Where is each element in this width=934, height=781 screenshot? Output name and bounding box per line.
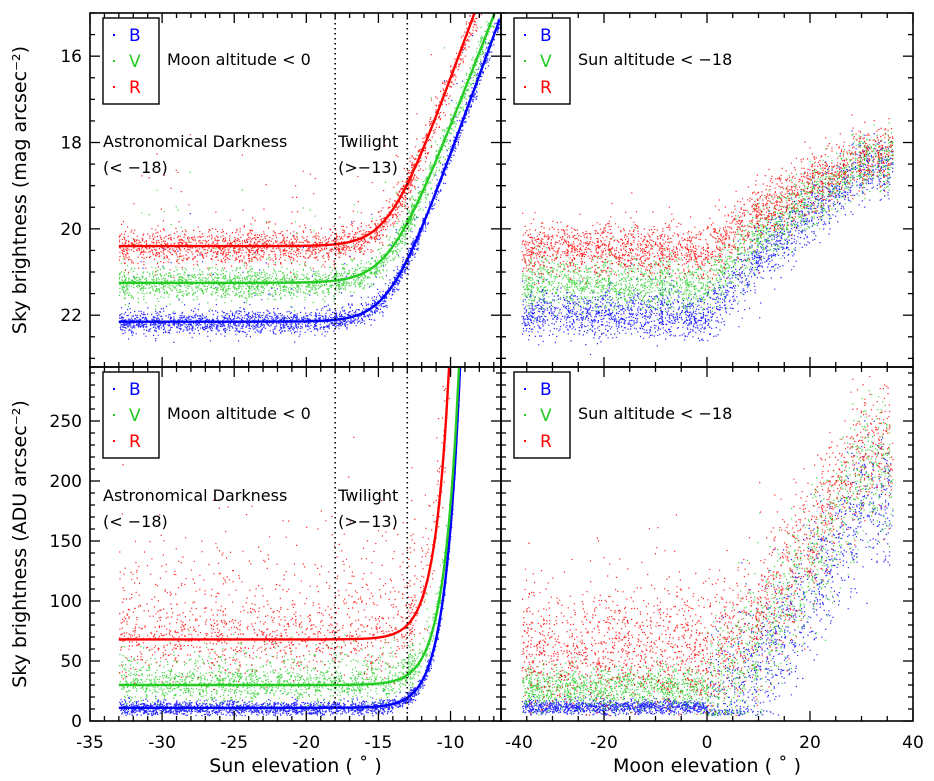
annotation-twilight-1: Twilight bbox=[337, 132, 398, 151]
x-tick-label: -40 bbox=[505, 733, 533, 753]
legend-label-V: V bbox=[540, 406, 552, 426]
fit-line-R bbox=[118, 367, 451, 641]
annotation-astro-dark-2: (< −18) bbox=[103, 158, 168, 177]
y-tick-label: 150 bbox=[50, 532, 82, 552]
annotation-moon-alt: Moon altitude < 0 bbox=[167, 50, 311, 69]
y-tick-label: 20 bbox=[60, 220, 82, 240]
x-tick-label: 0 bbox=[702, 733, 713, 753]
legend-marker-V bbox=[113, 60, 115, 62]
scatter-series-R bbox=[521, 368, 894, 716]
legend-marker-B bbox=[524, 388, 526, 390]
legend: BVR bbox=[102, 371, 160, 459]
x-axis-title: Sun elevation ( ˚ ) bbox=[209, 755, 382, 777]
legend-box bbox=[513, 371, 571, 459]
legend-marker-B bbox=[113, 388, 115, 390]
legend-box bbox=[102, 371, 160, 459]
y-tick-label: 200 bbox=[50, 472, 82, 492]
legend-label-V: V bbox=[129, 52, 141, 72]
x-tick-label: -20 bbox=[292, 733, 320, 753]
legend-label-R: R bbox=[540, 432, 552, 452]
scatter-points bbox=[521, 114, 894, 356]
x-tick-label: 40 bbox=[902, 733, 924, 753]
x-tick-label: -30 bbox=[148, 733, 176, 753]
x-tick-label: 20 bbox=[799, 733, 821, 753]
legend-marker-R bbox=[524, 86, 526, 88]
y-tick-label: 16 bbox=[60, 47, 82, 67]
panel-bottom-right: -40 -20 0 20 40 BVR Sun altitude < −18 Moon ele… bbox=[500, 366, 924, 777]
x-tick-label: -25 bbox=[220, 733, 248, 753]
y-tick-label: 0 bbox=[71, 712, 82, 732]
legend: BVR bbox=[513, 17, 571, 105]
scatter-points bbox=[118, 367, 462, 717]
annotation-twilight-1: Twilight bbox=[337, 486, 398, 505]
annotation-sun-alt: Sun altitude < −18 bbox=[578, 404, 732, 423]
fit-line-R bbox=[118, 13, 476, 248]
legend-label-R: R bbox=[129, 432, 141, 452]
x-tick-label: -35 bbox=[76, 733, 104, 753]
legend-label-B: B bbox=[540, 380, 552, 400]
legend-marker-R bbox=[524, 440, 526, 442]
x-tick-label: -20 bbox=[590, 733, 618, 753]
annotation-twilight-2: (>−13) bbox=[338, 512, 398, 531]
annotation-astro-dark-1: Astronomical Darkness bbox=[103, 486, 287, 505]
legend-box bbox=[102, 17, 160, 105]
panel-bottom-left: 0 50 100 150 200 250 -35 -30 -25 -20 -15 -10 BVR Moon… bbox=[9, 366, 502, 777]
legend-label-B: B bbox=[129, 380, 141, 400]
x-axis-title: Moon elevation ( ˚ ) bbox=[613, 755, 801, 777]
legend-marker-R bbox=[113, 86, 115, 88]
scatter-points bbox=[118, 13, 501, 343]
panel-top-left: 16 18 20 22 BVR Moon altitude < 0 Astronomical… bbox=[9, 12, 502, 368]
legend-marker-V bbox=[524, 414, 526, 416]
legend-label-R: R bbox=[129, 78, 141, 98]
scatter-points bbox=[521, 368, 894, 717]
y-tick-label: 100 bbox=[50, 592, 82, 612]
legend: BVR bbox=[102, 17, 160, 105]
annotation-astro-dark-1: Astronomical Darkness bbox=[103, 132, 287, 151]
annotation-moon-alt: Moon altitude < 0 bbox=[167, 404, 311, 423]
annotation-sun-alt: Sun altitude < −18 bbox=[578, 50, 732, 69]
y-axis-title: Sky brightness (ADU arcsec⁻²) bbox=[9, 400, 31, 688]
scatter-series-B bbox=[521, 420, 894, 717]
legend-marker-B bbox=[524, 34, 526, 36]
fit-line-V bbox=[118, 13, 496, 284]
legend-label-B: B bbox=[129, 26, 141, 46]
scatter-series-V bbox=[118, 13, 500, 312]
legend-marker-V bbox=[113, 414, 115, 416]
legend-marker-V bbox=[524, 60, 526, 62]
fit-line-B bbox=[118, 367, 462, 709]
scatter-series-B bbox=[119, 367, 462, 717]
legend-label-R: R bbox=[540, 78, 552, 98]
scatter-series-B bbox=[521, 130, 894, 356]
legend-marker-R bbox=[113, 440, 115, 442]
annotation-twilight-2: (>−13) bbox=[338, 158, 398, 177]
legend-label-V: V bbox=[540, 52, 552, 72]
legend-box bbox=[513, 17, 571, 105]
panel-top-right: BVR Sun altitude < −18 bbox=[500, 12, 914, 368]
x-tick-label: -10 bbox=[437, 733, 465, 753]
x-tick-label: -15 bbox=[365, 733, 393, 753]
fit-line-B bbox=[118, 19, 501, 323]
legend-label-B: B bbox=[540, 26, 552, 46]
scatter-series-V bbox=[522, 389, 894, 716]
y-tick-label: 50 bbox=[60, 652, 82, 672]
legend-marker-B bbox=[113, 34, 115, 36]
y-axis-title: Sky brightness (mag arcsec⁻²) bbox=[9, 46, 31, 334]
y-tick-label: 18 bbox=[60, 134, 82, 154]
fit-line-V bbox=[118, 367, 461, 687]
legend-label-V: V bbox=[129, 406, 141, 426]
y-tick-label: 250 bbox=[50, 412, 82, 432]
legend: BVR bbox=[513, 371, 571, 459]
y-tick-label: 22 bbox=[60, 306, 82, 326]
annotation-astro-dark-2: (< −18) bbox=[103, 512, 168, 531]
scatter-series-V bbox=[118, 378, 461, 710]
scatter-series-V bbox=[521, 122, 894, 330]
